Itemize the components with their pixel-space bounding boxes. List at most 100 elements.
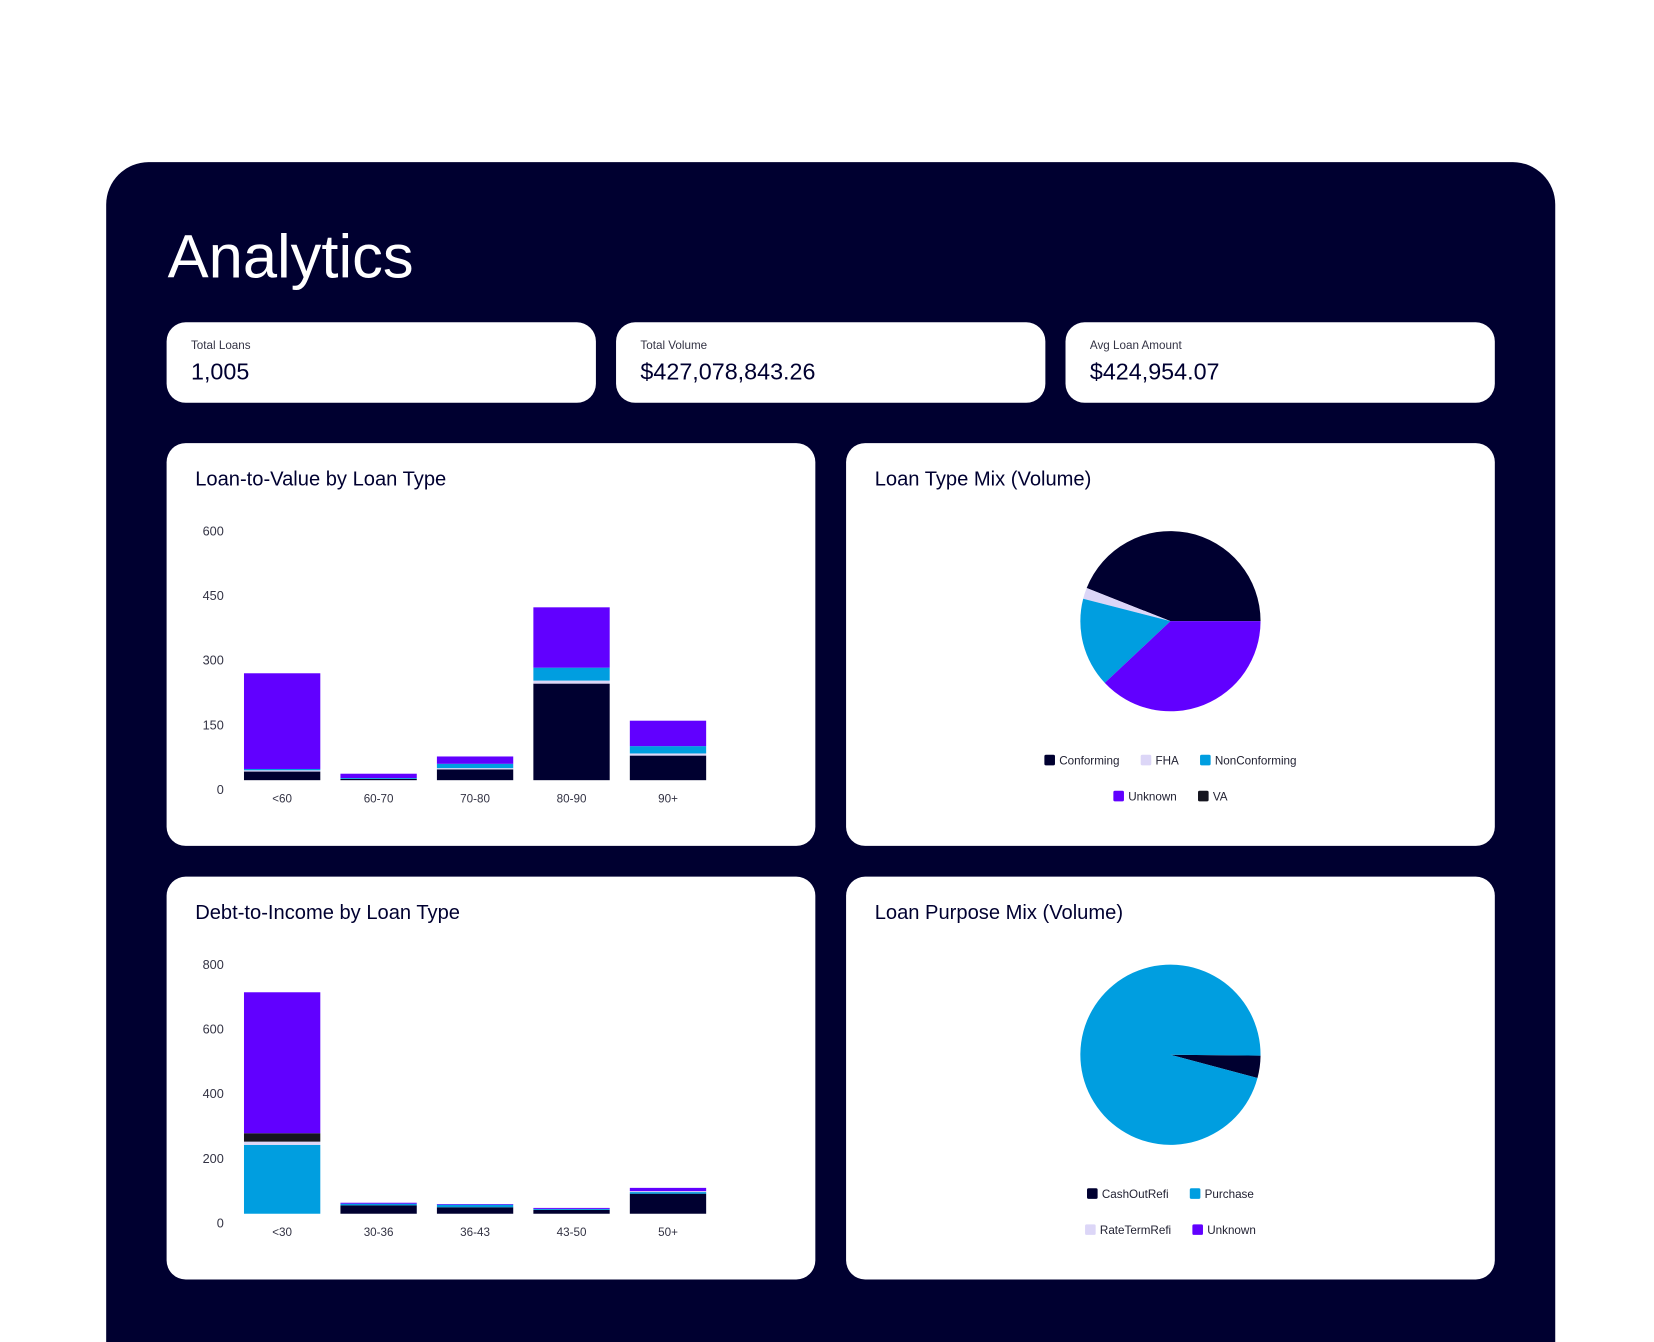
legend-swatch [1085,1224,1096,1235]
bar-segment [629,1193,707,1214]
bar-segment [243,771,321,781]
bar-segment [533,680,610,684]
stat-value: 1,005 [191,358,249,384]
bar-segment [243,1144,321,1214]
bar-segment [436,1207,514,1214]
legend-item: Unknown [1113,790,1177,803]
legend-item: CashOutRefi [1087,1188,1169,1201]
bar-segment [436,1204,514,1208]
legend-row: CashOutRefi Purchase [1087,1188,1254,1201]
y-tick-label: 200 [203,1151,224,1166]
y-tick-label: 450 [203,588,224,603]
legend-item: FHA [1140,754,1179,767]
x-tick-label: 60-70 [364,792,394,805]
bar-segment [533,607,610,668]
chart-card [166,876,816,1280]
x-tick-label: 30-36 [364,1226,394,1239]
legend-label: Unknown [1128,790,1177,803]
stat-card: Avg Loan Amount $424,954.07 [1065,322,1495,403]
stat-label: Avg Loan Amount [1090,339,1183,352]
legend-label: Unknown [1207,1224,1256,1237]
bar-segment [243,673,321,769]
bar-segment [243,1133,321,1142]
stat-card: Total Volume $427,078,843.26 [616,322,1046,403]
pie-slice [1086,531,1261,622]
stat-card-bg [1065,322,1495,403]
legend-swatch [1044,754,1055,766]
bar-segment [533,667,610,681]
legend-label: RateTermRefi [1100,1224,1171,1237]
chart-card [166,443,816,846]
stat-value: $424,954.07 [1090,358,1220,384]
bar-segment [340,778,417,779]
y-tick-label: 600 [203,1022,224,1037]
x-tick-label: 90+ [658,792,678,805]
legend-swatch [1140,754,1152,766]
chart-title: Loan Purpose Mix (Volume) [875,902,1123,924]
bar-segment [243,1141,321,1145]
pie-slice [1080,964,1261,1145]
pie-slice [1170,1054,1261,1079]
chart-title: Loan Type Mix (Volume) [875,468,1092,490]
bar-segment [629,720,707,747]
bar-chart: 0 150 300 450 600 <60 60-70 70-80 80-90 90+ [203,523,707,805]
pie-slice [1104,621,1261,712]
x-tick-label: 43-50 [557,1226,587,1239]
bar-segment [436,1204,514,1205]
legend-swatch [1087,1188,1098,1199]
x-tick-label: 80-90 [557,792,587,805]
legend-label: NonConforming [1215,754,1297,767]
bar-segment [436,763,514,769]
stat-card-bg [166,322,596,403]
bar-segment [436,769,514,781]
x-tick-label: 50+ [658,1226,678,1239]
y-tick-label: 300 [203,653,224,668]
y-tick-label: 800 [203,957,224,972]
legend-label: Conforming [1059,754,1119,767]
y-tick-label: 400 [203,1086,224,1101]
stat-label: Total Volume [640,339,707,352]
pie-slice [1083,588,1171,622]
page-title: Analytics [168,223,414,292]
legend-label: Purchase [1205,1188,1254,1201]
legend-label: VA [1213,790,1228,803]
bar-segment [243,992,321,1134]
chart-title: Loan-to-Value by Loan Type [195,468,446,490]
legend-swatch [1189,1188,1201,1199]
bar-segment [533,1207,610,1209]
bar-segment [629,1187,707,1192]
bar-chart: 0 200 400 600 800 <30 30-36 36-43 43-50 50+ [203,957,707,1239]
legend-item: Purchase [1189,1188,1254,1201]
legend-row: Conforming FHA NonConforming [1044,754,1297,767]
legend-swatch [1198,790,1209,802]
legend-item: RateTermRefi [1085,1224,1171,1237]
x-tick-label: 36-43 [460,1226,490,1239]
bar-segment [340,778,417,781]
bar-segment [243,768,321,771]
stat-card-bg [616,322,1046,403]
bar-segment [533,683,610,781]
y-tick-label: 0 [217,782,224,797]
bar-segment [629,755,707,781]
y-tick-label: 150 [203,717,224,732]
bar-segment [340,773,417,779]
legend-item: VA [1198,790,1228,803]
bar-segment [243,770,321,772]
bar-segment [340,1205,417,1214]
bar-segment [436,756,514,764]
legend-item: NonConforming [1200,754,1297,767]
legend-swatch [1192,1224,1203,1235]
legend-row: RateTermRefi Unknown [1085,1224,1256,1237]
y-tick-label: 0 [217,1216,224,1231]
pie-chart: CashOutRefi Purchase RateTermRefi Unknown [1080,964,1261,1237]
stat-label: Total Loans [191,339,251,352]
x-tick-label: <60 [272,792,292,805]
stat-value: $427,078,843.26 [640,358,815,384]
legend-label: CashOutRefi [1102,1188,1169,1201]
legend-swatch [1200,754,1211,766]
x-tick-label: 70-80 [460,792,490,805]
bar-segment [340,1202,417,1204]
bar-segment [629,1192,707,1194]
